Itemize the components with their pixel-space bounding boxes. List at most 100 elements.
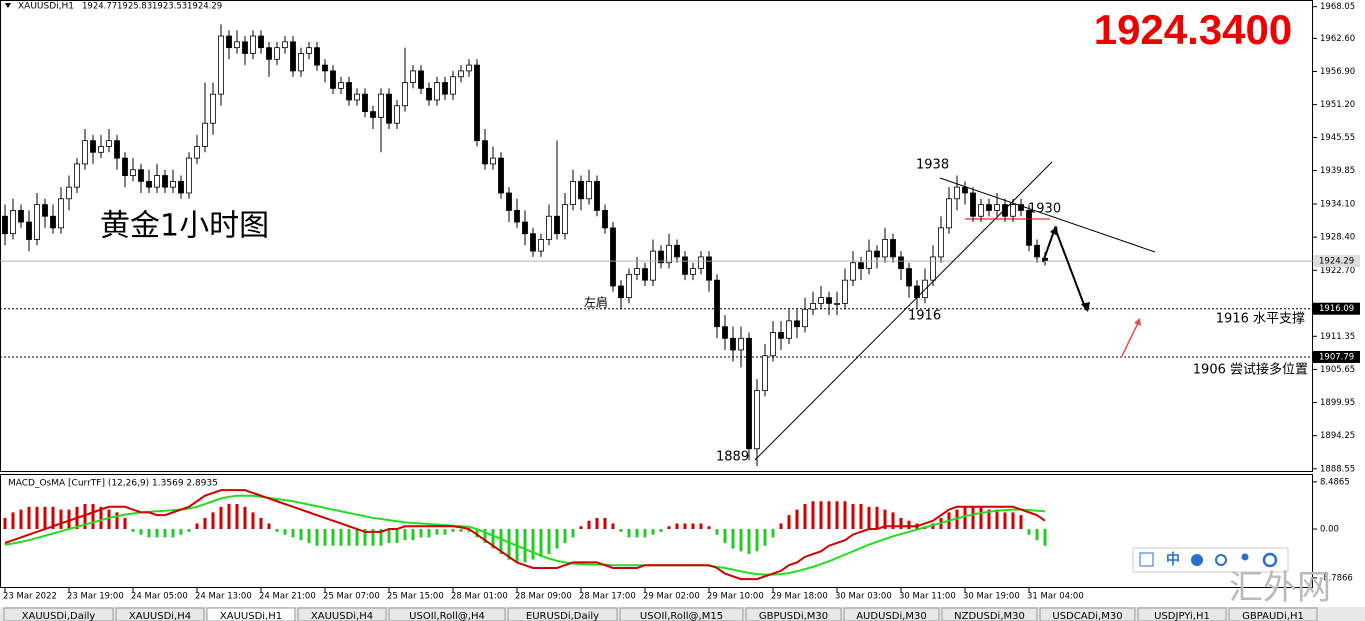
trend-line (939, 177, 1156, 253)
candle-body (354, 93, 360, 101)
osma-bar (611, 523, 615, 530)
indicator-title: MACD_OsMA [CurrTF] (12,26,9) 1.3569 2.89… (8, 479, 218, 489)
toolbar-icon[interactable] (1191, 554, 1203, 566)
tab[interactable] (1039, 607, 1136, 621)
x-tick-label: 30 Mar 11:00 (899, 592, 956, 602)
osma-bar (483, 529, 487, 543)
tab-label[interactable]: USOIl,Roll@,H4 (409, 611, 485, 621)
candle-body (418, 70, 424, 89)
toolbar-icon[interactable] (1215, 554, 1227, 566)
y-tick-label: 1911.35 (1320, 332, 1355, 342)
osma-bar (163, 529, 167, 538)
osma-bar (747, 529, 751, 555)
candle-body (450, 76, 456, 95)
osma-bar (651, 529, 655, 535)
candle-body (1026, 210, 1032, 246)
candle-body (234, 41, 240, 49)
macd-frame (0, 474, 1313, 588)
tab[interactable] (619, 607, 744, 621)
tab-label[interactable]: AUDUSDi,M30 (856, 611, 927, 621)
tab[interactable] (745, 607, 842, 621)
header-value: 1923.53 (152, 2, 187, 12)
osma-bar (419, 529, 423, 538)
tab-label[interactable]: USDJPYi,H1 (1154, 611, 1210, 621)
osma-bar (731, 529, 735, 549)
candle-body (778, 332, 784, 339)
candle-body (194, 146, 200, 159)
tab-label[interactable]: GBPUSDi,M30 (759, 611, 828, 621)
osma-bar (579, 526, 583, 530)
candle-body (682, 256, 688, 275)
osma-bar (123, 517, 127, 530)
tab[interactable] (297, 607, 387, 621)
candle-body (986, 204, 992, 211)
tab[interactable] (1228, 607, 1318, 621)
tab-label[interactable]: XAUUSDi,H4 (311, 611, 373, 621)
osma-bar (883, 509, 887, 530)
tab[interactable] (388, 607, 506, 621)
candle-body (218, 35, 224, 95)
osma-bar (403, 529, 407, 541)
toolbar-icon[interactable] (1139, 552, 1154, 567)
header-value: 1925.83 (117, 2, 152, 12)
osma-bar (995, 509, 999, 530)
toolbar-icon[interactable] (1262, 552, 1278, 568)
tab-label[interactable]: EURUSDi,Daily (526, 611, 599, 621)
osma-bar (187, 529, 191, 532)
osma-bar (35, 506, 39, 530)
osma-bar (891, 512, 895, 530)
arrow-head (1050, 226, 1058, 236)
tab-label[interactable]: XAUUSDi,Daily (22, 611, 96, 621)
osma-bar (811, 501, 815, 530)
last-price-tag (1313, 255, 1360, 268)
x-tick-label: 24 Mar 21:00 (259, 592, 316, 602)
tab[interactable] (941, 607, 1038, 621)
osma-bar (203, 517, 207, 530)
tab-label[interactable]: NZDUSDi,M30 (954, 611, 1025, 621)
header-value: 1924.77 (82, 2, 117, 12)
candle-body (738, 337, 744, 351)
osma-bar (507, 529, 511, 560)
tab[interactable] (507, 607, 618, 621)
osma-bar (179, 529, 183, 535)
x-tick-label: 25 Mar 07:00 (323, 592, 380, 602)
candle-body (602, 210, 608, 229)
candle-body (626, 273, 632, 299)
tab[interactable] (115, 607, 205, 621)
x-tick-label: 28 Mar 17:00 (579, 592, 636, 602)
candle-body (1034, 244, 1040, 258)
osma-bar (667, 526, 671, 530)
tab-label[interactable]: USDCADi,M30 (1052, 611, 1122, 621)
tab-label[interactable]: XAUUSDi,H1 (220, 611, 282, 621)
candle-body (978, 204, 984, 217)
tab-label[interactable]: USOIl,Roll@,M15 (640, 611, 723, 621)
tab[interactable] (843, 607, 940, 621)
osma-bar (835, 501, 839, 530)
tab-label[interactable]: XAUUSDi,H4 (129, 611, 191, 621)
tab[interactable] (1137, 607, 1227, 621)
candle-body (642, 268, 648, 281)
osma-bar (475, 529, 479, 538)
osma-bar (43, 506, 47, 530)
candle-body (138, 169, 144, 182)
x-tick-label: 24 Mar 13:00 (195, 592, 252, 602)
red-arrow (1121, 320, 1140, 357)
toolbar-icon[interactable]: 中 (1166, 551, 1180, 568)
toolbar (1132, 547, 1289, 573)
trend-line (754, 161, 1053, 461)
annotation: 1889 (716, 450, 749, 465)
candle-body (954, 186, 960, 200)
osma-bar (339, 529, 343, 546)
osma-bar (467, 529, 471, 532)
tab[interactable] (3, 607, 114, 621)
tab-label[interactable]: GBPAUDi,H1 (1242, 611, 1304, 621)
arrow-head (1134, 318, 1141, 326)
x-tick-label: 31 Mar 04:00 (1027, 592, 1084, 602)
toolbar-icon[interactable] (1241, 553, 1249, 561)
osma-bar (3, 517, 7, 530)
candle-body (730, 337, 736, 351)
osma-bar (1043, 529, 1047, 546)
candle-body (42, 204, 48, 217)
osma-bar (899, 517, 903, 530)
tab[interactable] (206, 607, 296, 621)
